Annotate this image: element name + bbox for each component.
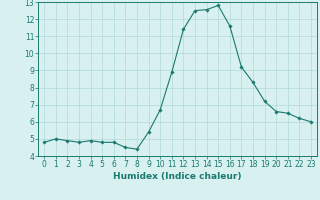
X-axis label: Humidex (Indice chaleur): Humidex (Indice chaleur) bbox=[113, 172, 242, 181]
